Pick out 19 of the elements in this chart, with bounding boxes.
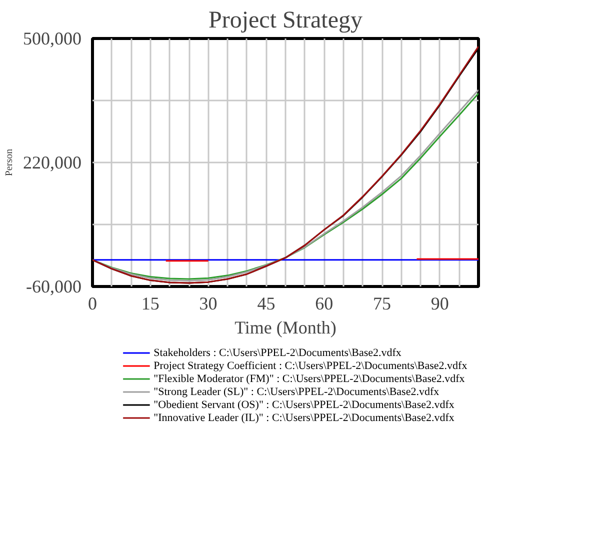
y-tick-label: -60,000 <box>26 276 82 296</box>
x-tick-label: 45 <box>257 294 276 314</box>
y-tick-label: 220,000 <box>23 152 82 172</box>
legend-label: "Obedient Servant (OS)" : C:\Users\PPEL-2\Documents\Base2.vdfx <box>154 399 455 411</box>
x-tick-label: 0 <box>88 294 97 314</box>
x-tick-label: 15 <box>141 294 160 314</box>
y-tick-label: 500,000 <box>23 28 82 48</box>
legend-label: "Flexible Moderator (FM)" : C:\Users\PPEL-2\Documents\Base2.vdfx <box>154 373 466 385</box>
x-axis-title: Time (Month) <box>234 318 336 338</box>
legend-label: "Strong Leader (SL)" : C:\Users\PPEL-2\Documents\Base2.vdfx <box>154 386 440 398</box>
legend-label: Project Strategy Coefficient : C:\Users\PPEL-2\Documents\Base2.vdfx <box>154 360 468 372</box>
y-axis-title: Person <box>4 148 15 176</box>
chart-title: Project Strategy <box>208 8 362 34</box>
legend-label: "Innovative Leader (IL)" : C:\Users\PPEL-2\Documents\Base2.vdfx <box>154 412 455 424</box>
x-tick-label: 60 <box>315 294 334 314</box>
x-tick-label: 75 <box>373 294 391 314</box>
legend-label: Stakeholders : C:\Users\PPEL-2\Documents\Base2.vdfx <box>154 347 402 359</box>
x-tick-label: 30 <box>199 294 218 314</box>
x-tick-label: 90 <box>430 294 449 314</box>
